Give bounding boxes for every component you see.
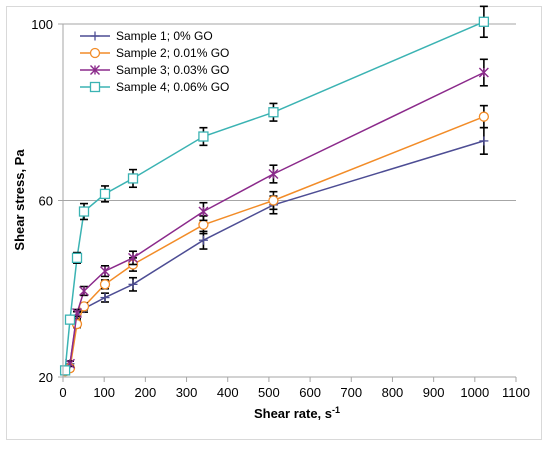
x-tick-label: 1000	[460, 385, 489, 400]
y-axis-title: Shear stress, Pa	[12, 149, 27, 251]
y-tick-label: 100	[31, 17, 53, 32]
data-point-circle	[99, 279, 111, 290]
data-point-square	[268, 107, 279, 118]
data-point-plus	[90, 31, 100, 41]
data-point-square	[89, 81, 101, 93]
legend-item-1: Sample 1; 0% GO	[80, 29, 213, 43]
data-point-square	[127, 173, 139, 184]
x-tick-label: 500	[258, 385, 280, 400]
series-layer	[59, 5, 490, 377]
data-point-star	[478, 67, 489, 78]
data-point-plus	[100, 293, 110, 303]
data-point-star	[198, 206, 209, 217]
legend-label: Sample 1; 0% GO	[116, 29, 213, 43]
data-point-square	[59, 365, 71, 376]
x-tick-label: 100	[93, 385, 115, 400]
data-point-plus	[198, 235, 208, 245]
series-3	[60, 58, 489, 376]
x-tick-label: 1100	[502, 385, 530, 400]
data-point-star	[268, 169, 279, 180]
x-axis-title: Shear rate, s-1	[254, 405, 340, 421]
chart-frame	[6, 6, 542, 440]
legend-label: Sample 2; 0.01% GO	[116, 46, 229, 60]
x-tick-label: 300	[176, 385, 198, 400]
x-axis-title-main: Shear rate, s	[254, 406, 332, 421]
data-point-circle	[89, 47, 101, 59]
data-point-plus	[479, 136, 489, 146]
data-point-star	[79, 285, 89, 296]
x-axis-title-superscript: -1	[332, 405, 340, 415]
data-point-square	[99, 188, 111, 200]
legend: Sample 1; 0% GO Sample 2; 0.01% GO Sample …	[80, 29, 229, 94]
legend-item-4: Sample 4; 0.06% GO	[80, 80, 229, 94]
data-point-circle	[198, 219, 209, 230]
x-tick-label: 900	[423, 385, 445, 400]
legend-item-3: Sample 3; 0.03% GO	[80, 63, 229, 77]
data-point-plus	[128, 279, 138, 289]
series-2	[59, 104, 490, 377]
series-line	[64, 116, 485, 372]
data-point-circle	[268, 195, 279, 206]
data-point-square	[64, 314, 76, 325]
x-tick-label: 600	[299, 385, 321, 400]
data-point-circle	[478, 111, 490, 122]
legend-label: Sample 4; 0.06% GO	[116, 80, 229, 94]
x-tick-label: 400	[217, 385, 239, 400]
y-tick-label: 20	[39, 370, 53, 385]
x-tick-label: 800	[382, 385, 404, 400]
data-point-star	[100, 266, 111, 277]
data-point-square	[198, 131, 209, 142]
data-point-star	[128, 252, 139, 263]
data-point-square	[71, 252, 83, 264]
data-point-star	[90, 65, 100, 75]
x-tick-label: 200	[135, 385, 157, 400]
legend-item-2: Sample 2; 0.01% GO	[80, 46, 229, 60]
data-point-square	[478, 16, 490, 27]
legend-label: Sample 3; 0.03% GO	[116, 63, 229, 77]
data-point-square	[78, 206, 90, 217]
x-tick-label: 700	[340, 385, 362, 400]
y-tick-label: 60	[39, 194, 53, 209]
x-tick-label: 0	[59, 385, 66, 400]
series-4	[59, 5, 490, 376]
